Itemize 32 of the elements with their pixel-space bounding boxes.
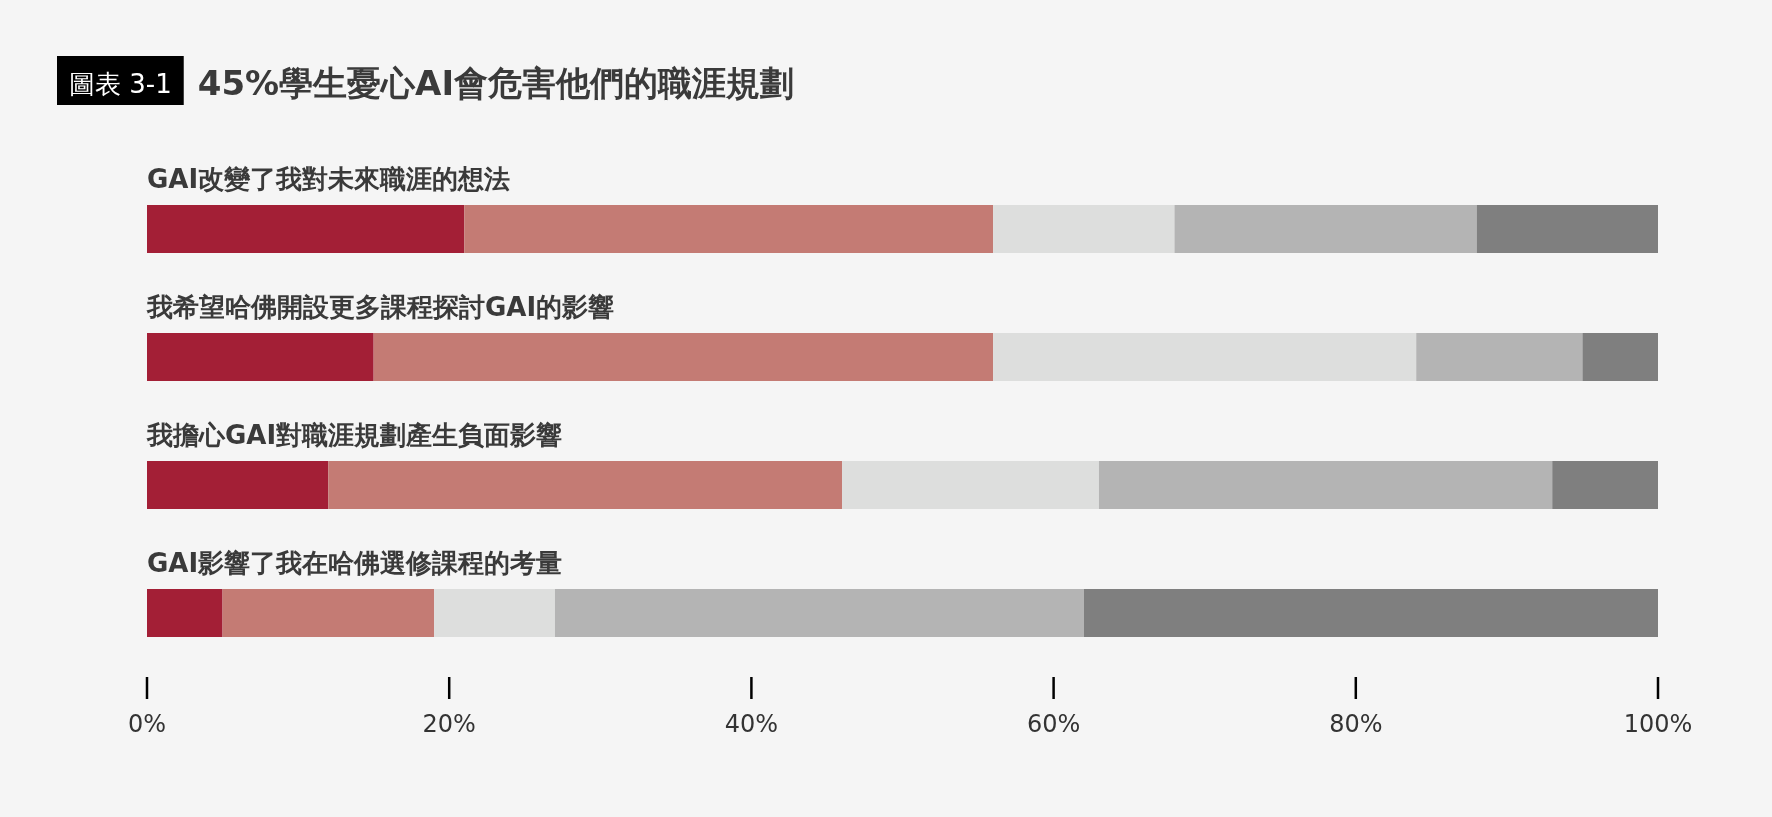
x-tick-label: 60% — [1026, 710, 1081, 738]
bar — [434, 589, 555, 637]
bar — [147, 205, 465, 253]
y-tick-label: GAI改變了我對未來職涯的想法 — [147, 164, 511, 194]
bar — [147, 461, 329, 509]
y-tick-label: 我希望哈佛開設更多課程探討GAI的影響 — [146, 292, 615, 322]
x-tick-label: 100% — [1623, 710, 1693, 738]
bar — [147, 333, 374, 381]
bar — [1582, 333, 1658, 381]
bar — [1174, 205, 1477, 253]
bar — [464, 205, 994, 253]
x-tick-label: 0% — [127, 710, 167, 738]
annotation: 圖表 3-1 — [57, 56, 184, 105]
y-tick-label: GAI影響了我在哈佛選修課程的考量 — [147, 548, 563, 578]
bar — [1416, 333, 1583, 381]
bar — [222, 589, 435, 637]
bar — [1083, 589, 1658, 637]
bar — [1476, 205, 1658, 253]
bar — [554, 589, 1084, 637]
x-tick-label: 20% — [422, 710, 476, 738]
chart-title: 45%學生憂心AI會危害他們的職涯規劃 — [197, 63, 795, 103]
bar — [842, 461, 1099, 509]
bar — [1098, 461, 1553, 509]
bar — [1552, 461, 1658, 509]
bar — [373, 333, 994, 381]
bar — [993, 205, 1175, 253]
x-tick-label: 80% — [1329, 710, 1383, 738]
y-tick-label: 我擔心GAI對職涯規劃產生負面影響 — [146, 420, 563, 450]
bar — [993, 333, 1417, 381]
bar — [147, 589, 223, 637]
x-tick-label: 40% — [724, 710, 779, 738]
bar — [328, 461, 843, 509]
